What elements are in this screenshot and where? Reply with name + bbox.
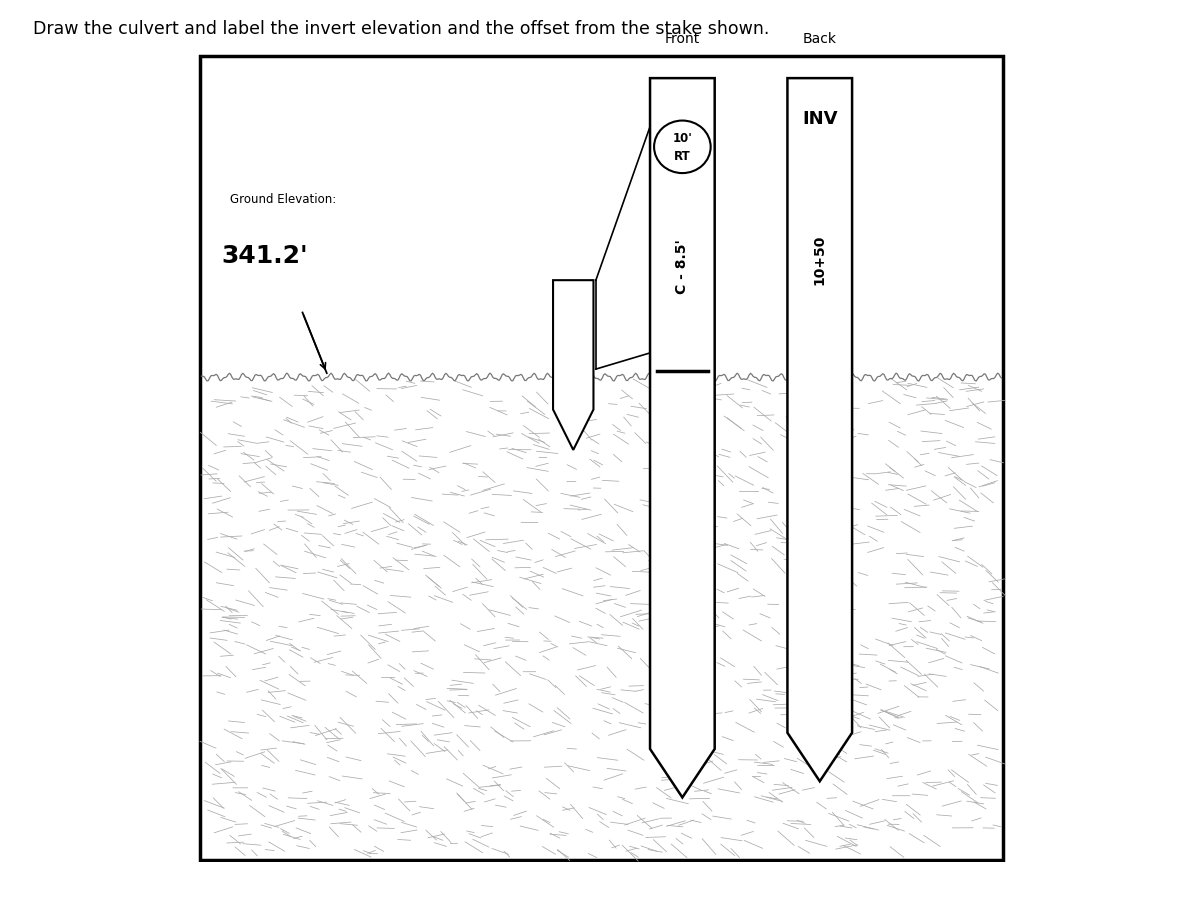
Text: C - 8.5': C - 8.5' [676, 240, 689, 295]
Text: Draw the culvert and label the invert elevation and the offset from the stake sh: Draw the culvert and label the invert el… [33, 20, 770, 38]
Polygon shape [553, 280, 594, 450]
Ellipse shape [654, 120, 710, 173]
Text: INV: INV [802, 110, 838, 128]
Text: Front: Front [665, 31, 700, 46]
Text: Back: Back [803, 31, 837, 46]
Text: Ground Elevation:: Ground Elevation: [230, 193, 336, 206]
Text: RT: RT [674, 150, 690, 163]
Polygon shape [650, 78, 715, 797]
Text: 10': 10' [672, 132, 693, 145]
Text: 341.2': 341.2' [221, 244, 308, 268]
Polygon shape [788, 78, 852, 781]
Text: 10+50: 10+50 [813, 234, 827, 286]
